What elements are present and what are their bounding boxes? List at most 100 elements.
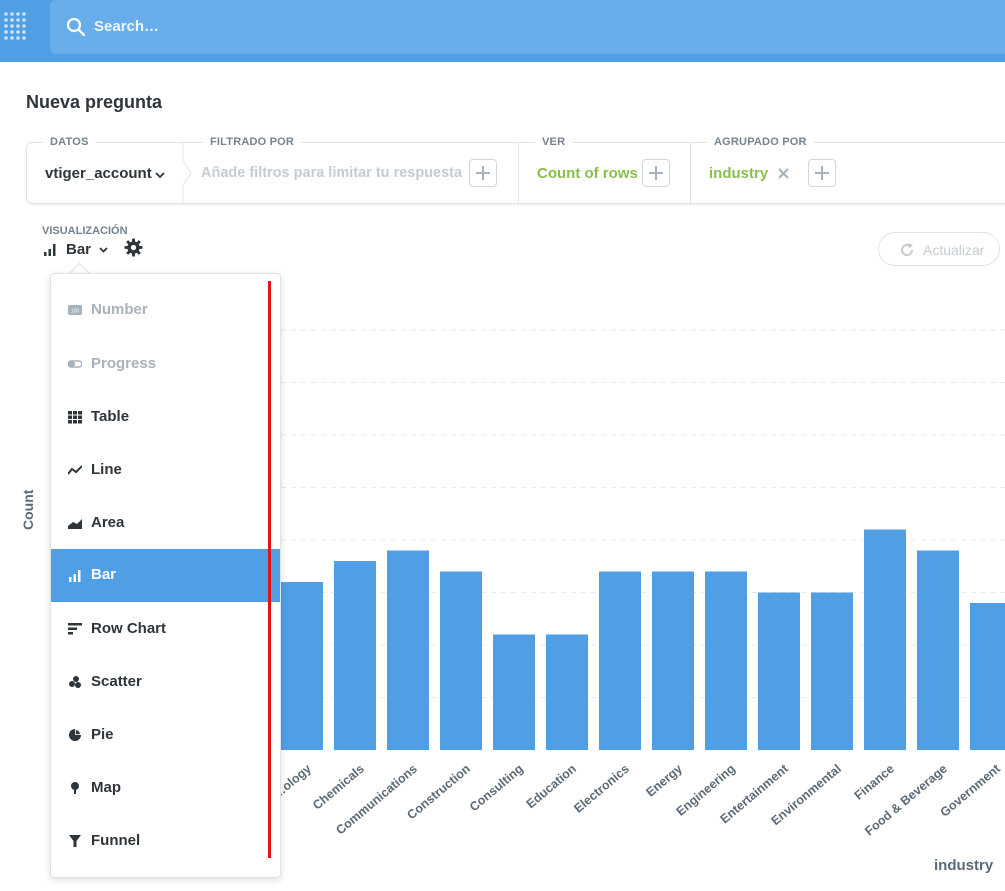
viz-option-label: Number: [91, 301, 148, 318]
bar[interactable]: [546, 634, 588, 751]
area-icon: [68, 519, 82, 529]
table-icon: [68, 411, 82, 424]
visualization-label: VISUALIZACIÓN: [42, 225, 128, 237]
bar[interactable]: [281, 582, 323, 750]
viz-option-label: Line: [91, 461, 122, 478]
bar[interactable]: [970, 603, 1005, 750]
x-tick-label: Communications: [333, 762, 420, 838]
x-tick-label: Finance: [852, 762, 897, 803]
svg-text:100: 100: [71, 309, 80, 315]
number-icon: 100: [68, 305, 82, 315]
visualization-selector[interactable]: Bar: [66, 241, 92, 258]
metric-count-of-rows[interactable]: Count of rows: [537, 165, 638, 182]
breakout-industry[interactable]: industry: [709, 165, 769, 182]
x-tick-label: Environmental: [768, 762, 844, 829]
gear-icon[interactable]: [124, 238, 143, 257]
group-section: AGRUPADO POR industry: [691, 136, 1005, 203]
viz-option-label: Funnel: [91, 832, 141, 849]
funnel-icon: [69, 835, 81, 847]
visualization-dropdown: 100 Number Progress Table Line Area Bar Row Cha…: [50, 273, 281, 878]
view-section: VER Count of rows: [519, 136, 691, 203]
view-label: VER: [535, 136, 573, 148]
section-divider: [518, 143, 519, 203]
red-marker-line: [268, 281, 271, 858]
viz-option-label: Pie: [91, 726, 114, 743]
x-axis-label: industry: [934, 857, 994, 874]
query-builder: DATOS vtiger_account FILTRADO POR Añade …: [26, 136, 1005, 204]
x-tick-label: Energy: [643, 762, 684, 800]
add-metric-button[interactable]: [642, 159, 670, 187]
y-axis-label: Count: [20, 489, 36, 530]
search-icon: [66, 17, 86, 37]
x-tick-label: Government: [938, 761, 1004, 820]
viz-option-label: Map: [91, 779, 121, 796]
refresh-button[interactable]: Actualizar: [878, 232, 1000, 266]
map-pin-icon: [71, 782, 79, 794]
filter-label: FILTRADO POR: [203, 136, 302, 148]
section-divider: [182, 143, 192, 203]
viz-option-label: Progress: [91, 355, 157, 372]
viz-option-label: Area: [91, 514, 125, 531]
viz-option-map[interactable]: Map: [51, 762, 280, 815]
bar[interactable]: [652, 571, 694, 751]
bar[interactable]: [440, 571, 482, 751]
row-chart-icon: [68, 623, 82, 635]
viz-option-scatter[interactable]: Scatter: [51, 656, 280, 709]
viz-option-label: Table: [91, 408, 130, 425]
filter-section: FILTRADO POR Añade filtros para limitar …: [187, 136, 517, 203]
add-filter-button[interactable]: [469, 159, 497, 187]
viz-option-progress[interactable]: Progress: [51, 338, 280, 391]
viz-option-label: Scatter: [91, 673, 142, 690]
viz-option-row-chart[interactable]: Row Chart: [51, 603, 280, 656]
x-tick-label: Food & Beverage: [862, 762, 950, 839]
bar[interactable]: [758, 592, 800, 751]
search-input[interactable]: Search…: [94, 18, 160, 35]
filter-placeholder[interactable]: Añade filtros para limitar tu respuesta: [201, 165, 463, 181]
bar[interactable]: [864, 529, 906, 751]
search-bar[interactable]: Search…: [50, 0, 1005, 54]
data-section: DATOS vtiger_account: [27, 136, 183, 203]
x-tick-label: Consulting: [467, 762, 526, 815]
pie-icon: [69, 729, 81, 741]
viz-option-funnel[interactable]: Funnel: [51, 815, 280, 868]
metabase-logo-icon[interactable]: [0, 0, 40, 54]
viz-option-number[interactable]: 100 Number: [51, 284, 280, 337]
bar[interactable]: [917, 550, 959, 751]
section-divider: [690, 143, 691, 203]
bar[interactable]: [387, 550, 429, 751]
bar[interactable]: [705, 571, 747, 751]
bar-icon: [69, 570, 81, 582]
x-tick-label: Chemicals: [310, 762, 367, 813]
viz-option-area[interactable]: Area: [51, 497, 280, 550]
bar[interactable]: [493, 634, 535, 751]
x-tick-label: Engineering: [674, 762, 738, 819]
line-icon: [68, 465, 82, 475]
data-label: DATOS: [43, 136, 96, 148]
bar[interactable]: [599, 571, 641, 751]
viz-option-bar[interactable]: Bar: [51, 549, 280, 602]
bar-chart-icon[interactable]: [44, 243, 57, 256]
add-breakout-button[interactable]: [808, 159, 836, 187]
viz-option-label: Bar: [91, 566, 117, 583]
x-tick-label: Electronics: [571, 762, 632, 816]
viz-option-table[interactable]: Table: [51, 391, 280, 444]
group-label: AGRUPADO POR: [707, 136, 814, 148]
page-title: Nueva pregunta: [26, 92, 163, 112]
data-source-selector[interactable]: vtiger_account: [45, 165, 152, 182]
x-tick-label: Education: [524, 762, 579, 812]
x-tick-label: Construction: [404, 762, 473, 823]
refresh-icon: [901, 243, 914, 256]
progress-icon: [68, 360, 82, 368]
chevron-down-icon[interactable]: [99, 247, 108, 253]
close-icon[interactable]: [778, 168, 789, 179]
viz-option-pie[interactable]: Pie: [51, 709, 280, 762]
viz-option-label: Row Chart: [91, 620, 166, 637]
top-navigation-bar: Search…: [0, 0, 1005, 62]
bar[interactable]: [334, 561, 376, 750]
refresh-label: Actualizar: [923, 242, 985, 258]
viz-option-line[interactable]: Line: [51, 444, 280, 497]
scatter-icon: [69, 676, 81, 688]
x-tick-label: Entertainment: [718, 761, 792, 826]
bar[interactable]: [811, 592, 853, 751]
chevron-down-icon[interactable]: [155, 172, 165, 179]
